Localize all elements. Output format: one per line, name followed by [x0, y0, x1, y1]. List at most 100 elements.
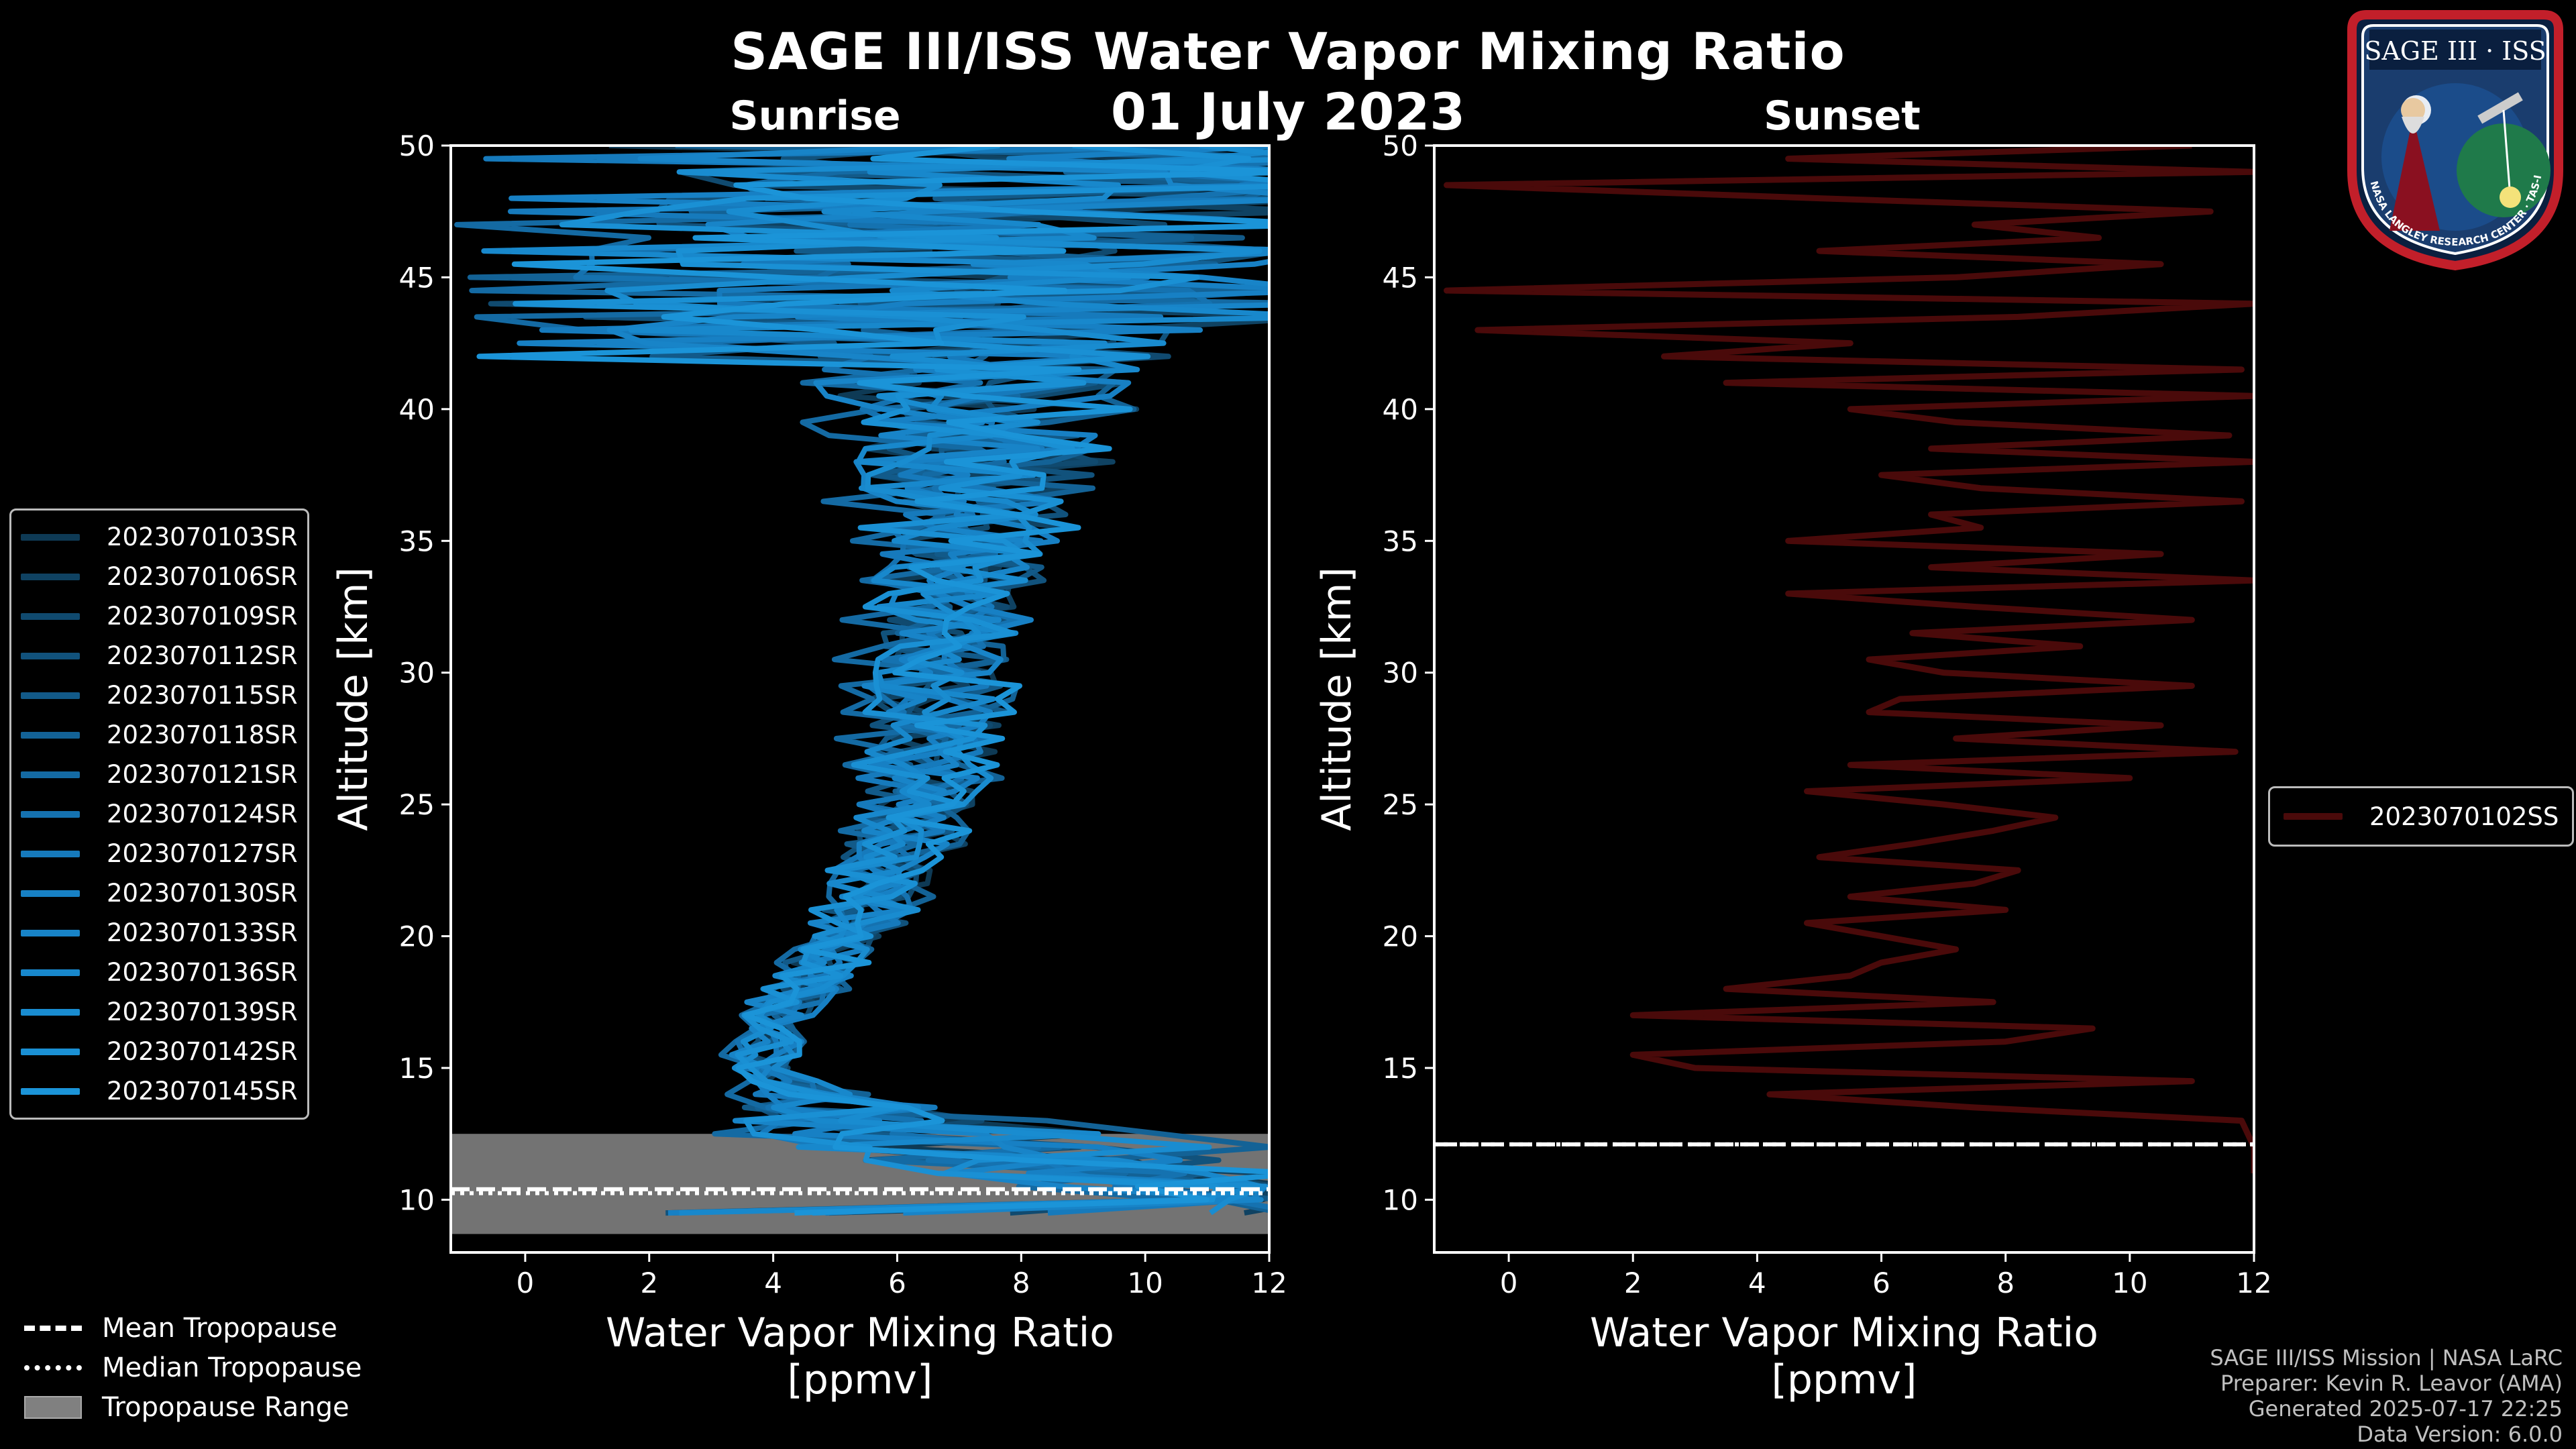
x-tick-label: 10 [1127, 1267, 1163, 1299]
series-line-2023070102SS [1444, 146, 2254, 1174]
legend-entry: 2023070106SR [21, 557, 298, 596]
legend-entry: 2023070139SR [21, 992, 298, 1032]
legend-label: 2023070118SR [107, 720, 298, 749]
legend-entry: 2023070133SR [21, 913, 298, 953]
y-tick-label: 45 [1383, 261, 1418, 294]
legend-label: 2023070139SR [107, 998, 298, 1026]
legend-entry-median: Median Tropopause [24, 1348, 362, 1387]
legend-label: Median Tropopause [102, 1352, 362, 1383]
legend-entry: 2023070127SR [21, 834, 298, 873]
legend-swatch [21, 771, 80, 778]
legend-entry: 2023070121SR [21, 755, 298, 794]
legend-label: 2023070106SR [107, 562, 298, 591]
x-tick-label: 6 [1872, 1267, 1890, 1299]
y-tick-label: 25 [399, 788, 435, 821]
y-tick-label: 50 [399, 129, 435, 162]
legend-entry-range: Tropopause Range [24, 1387, 362, 1427]
sunrise-plot-area [451, 146, 1269, 1234]
y-tick-label: 45 [399, 261, 435, 294]
y-axis-label: Altitude [km] [1313, 567, 1360, 831]
y-tick-label: 50 [1383, 129, 1418, 162]
y-tick-label: 40 [399, 393, 435, 426]
legend-swatch [21, 1048, 80, 1055]
y-tick-label: 35 [1383, 525, 1418, 557]
legend-label: 2023070145SR [107, 1077, 298, 1106]
x-tick-label: 6 [888, 1267, 906, 1299]
legend-entry: 2023070142SR [21, 1032, 298, 1071]
legend-label: 2023070133SR [107, 918, 298, 947]
footer-credits: SAGE III/ISS Mission | NASA LaRC Prepare… [2210, 1345, 2563, 1447]
x-axis-label: Water Vapor Mixing Ratio [606, 1309, 1114, 1356]
legend-label: 2023070112SR [107, 641, 298, 670]
y-tick-label: 10 [399, 1183, 435, 1216]
x-tick-label: 0 [1500, 1267, 1518, 1299]
y-tick-label: 30 [1383, 657, 1418, 690]
legend-label: 2023070109SR [107, 602, 298, 631]
x-tick-label: 8 [1012, 1267, 1030, 1299]
sunrise-legend: 2023070103SR 2023070106SR 2023070109SR 2023… [9, 508, 309, 1120]
sunset-axes-frame [1433, 144, 2255, 1254]
legend-label: 2023070127SR [107, 839, 298, 868]
tropopause-legend: Mean Tropopause Median Tropopause Tropop… [24, 1308, 362, 1427]
y-tick-label: 10 [1383, 1183, 1418, 1216]
x-tick-label: 12 [1251, 1267, 1287, 1299]
legend-entry: 2023070145SR [21, 1071, 298, 1111]
x-tick-label: 2 [640, 1267, 658, 1299]
legend-entry: 2023070115SR [21, 676, 298, 715]
sunset-legend: 2023070102SS [2268, 786, 2575, 847]
legend-swatch [2284, 813, 2343, 820]
x-tick-label: 4 [1748, 1267, 1766, 1299]
legend-label: 2023070142SR [107, 1037, 298, 1066]
sunset-panel-title: Sunset [1764, 93, 1921, 140]
footer-version: Data Version: 6.0.0 [2357, 1421, 2563, 1447]
y-tick-label: 15 [1383, 1052, 1418, 1085]
legend-label: 2023070136SR [107, 958, 298, 987]
y-tick-label: 15 [399, 1052, 435, 1085]
y-tick-label: 25 [1383, 788, 1418, 821]
legend-label: 2023070102SS [2369, 802, 2559, 831]
logo-title: SAGE III · ISS [2364, 36, 2546, 66]
footer-preparer: Preparer: Kevin R. Leavor (AMA) [2220, 1371, 2563, 1396]
sunrise-axes-frame [449, 144, 1271, 1254]
x-tick-label: 12 [2236, 1267, 2271, 1299]
y-tick-label: 30 [399, 657, 435, 690]
legend-label: Tropopause Range [102, 1391, 350, 1423]
series-line-2023070142SR [513, 146, 1269, 1216]
legend-swatch [21, 810, 80, 818]
legend-swatch [21, 612, 80, 620]
x-axis-label: Water Vapor Mixing Ratio [1590, 1309, 2098, 1356]
legend-swatch [21, 850, 80, 857]
legend-entry: 2023070136SR [21, 953, 298, 992]
legend-entry-mean: Mean Tropopause [24, 1308, 362, 1348]
y-axis-label: Altitude [km] [330, 567, 377, 831]
legend-swatch [21, 533, 80, 541]
legend-label: Mean Tropopause [102, 1312, 337, 1344]
legend-swatch [21, 731, 80, 739]
legend-label: 2023070124SR [107, 800, 298, 828]
legend-label: 2023070115SR [107, 681, 298, 710]
sunset-plot-area [1434, 146, 2254, 1174]
legend-entry: 2023070130SR [21, 873, 298, 913]
sunrise-panel-title: Sunrise [729, 93, 901, 140]
legend-swatch [21, 692, 80, 699]
legend-label: 2023070121SR [107, 760, 298, 789]
legend-swatch [21, 929, 80, 936]
footer-mission: SAGE III/ISS Mission | NASA LaRC [2210, 1345, 2563, 1371]
legend-label: 2023070103SR [107, 523, 298, 551]
series-line-2023070145SR [476, 146, 1269, 1216]
legend-entry: 2023070118SR [21, 715, 298, 755]
dotted-line-sample [24, 1364, 82, 1371]
legend-label: 2023070130SR [107, 879, 298, 908]
x-tick-label: 10 [2112, 1267, 2147, 1299]
legend-swatch [21, 1087, 80, 1095]
y-tick-label: 20 [399, 920, 435, 953]
dashed-line-sample [24, 1325, 82, 1331]
legend-entry: 2023070109SR [21, 596, 298, 636]
sage-iii-iss-logo: SAGE III · ISS BALL · NASA LANGLEY RESEA… [2343, 9, 2563, 271]
legend-entry: 2023070112SR [21, 636, 298, 676]
legend-swatch [21, 1008, 80, 1016]
chart-title: SAGE III/ISS Water Vapor Mixing Ratio [731, 21, 1845, 81]
x-tick-label: 8 [1996, 1267, 2015, 1299]
x-tick-label: 0 [517, 1267, 535, 1299]
